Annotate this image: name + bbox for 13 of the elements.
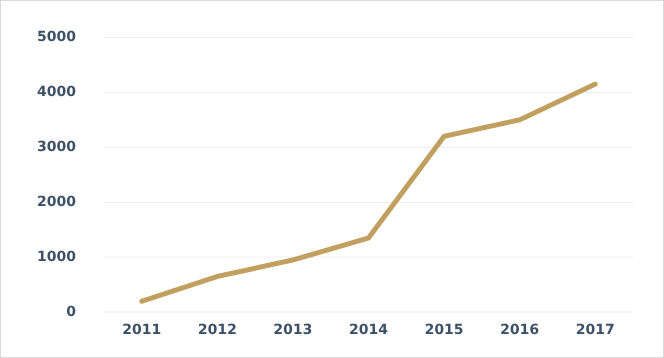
y-tick-label: 0 <box>66 304 76 320</box>
y-tick-label: 2000 <box>36 194 76 210</box>
y-tick-label: 5000 <box>36 29 76 46</box>
y-tick-label: 3000 <box>36 138 76 155</box>
x-tick-label: 2013 <box>273 322 312 338</box>
x-tick-label: 2015 <box>424 322 464 338</box>
x-tick-label: 2012 <box>198 322 237 338</box>
y-tick-label: 1000 <box>36 248 76 265</box>
y-tick-label: 4000 <box>36 84 76 100</box>
x-tick-label: 2014 <box>349 322 388 338</box>
x-tick-label: 2016 <box>500 322 540 338</box>
x-tick-label: 2017 <box>576 322 615 338</box>
x-tick-label: 2011 <box>122 322 162 338</box>
